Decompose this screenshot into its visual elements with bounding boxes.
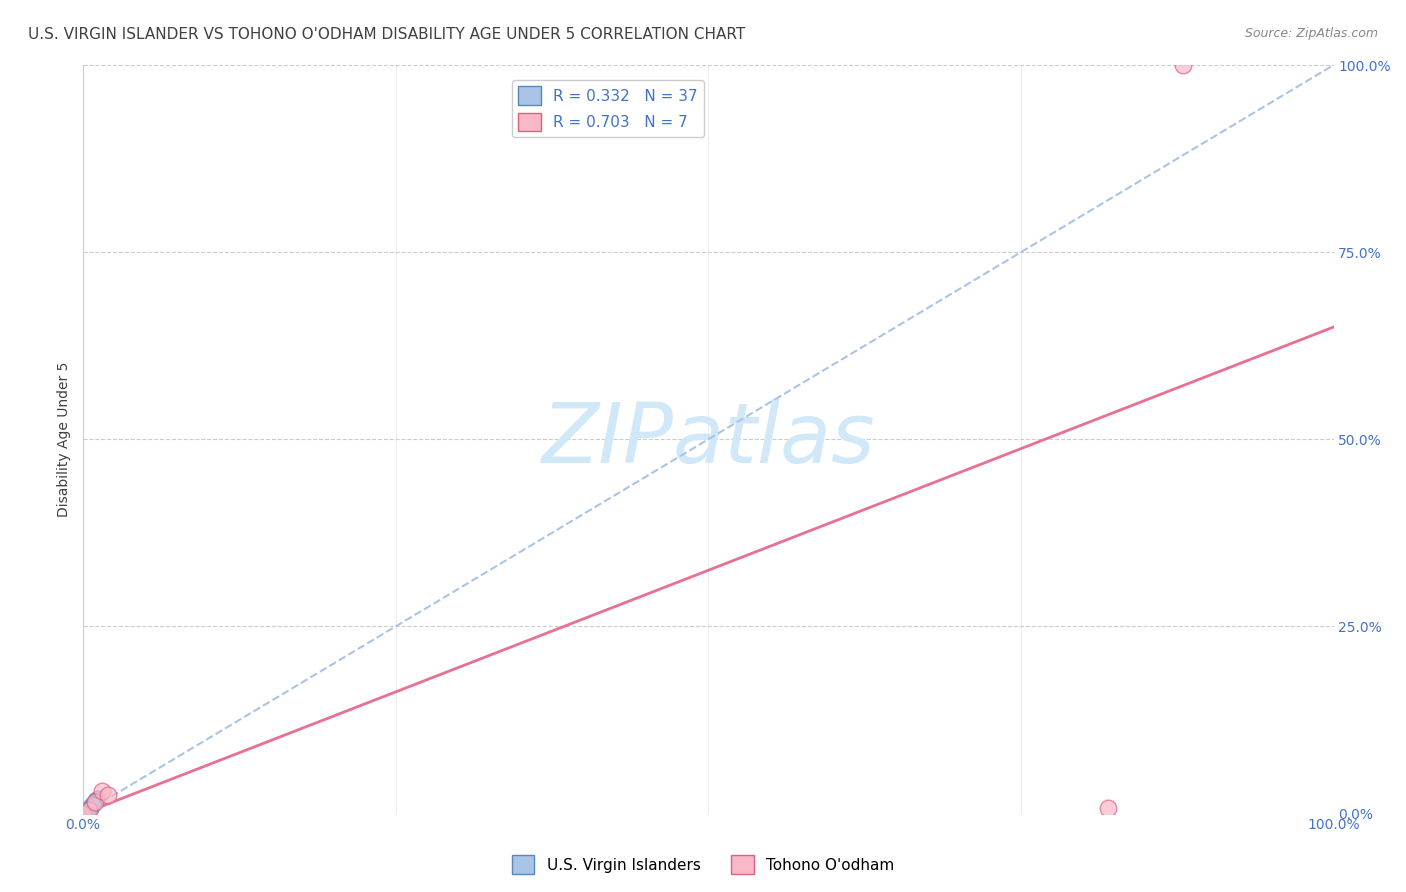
Point <box>76 805 98 819</box>
Point <box>80 799 103 814</box>
Point <box>77 803 100 817</box>
Point <box>80 799 103 814</box>
Point <box>72 806 94 821</box>
Point <box>90 784 112 798</box>
Point <box>82 796 104 810</box>
Point <box>72 806 94 821</box>
Point <box>77 803 100 817</box>
Point <box>84 794 107 808</box>
Point <box>77 805 100 819</box>
Point <box>77 804 100 818</box>
Text: Source: ZipAtlas.com: Source: ZipAtlas.com <box>1244 27 1378 40</box>
Point <box>79 801 101 815</box>
Text: ZIPatlas: ZIPatlas <box>541 399 875 480</box>
Point <box>1173 58 1195 72</box>
Point <box>82 798 104 813</box>
Legend: U.S. Virgin Islanders, Tohono O'odham: U.S. Virgin Islanders, Tohono O'odham <box>505 849 901 880</box>
Point <box>83 795 105 809</box>
Point <box>84 795 107 809</box>
Point <box>77 802 100 816</box>
Point <box>79 801 101 815</box>
Point <box>86 790 108 805</box>
Point <box>82 795 104 809</box>
Point <box>77 803 100 817</box>
Point <box>80 798 103 813</box>
Point <box>76 804 98 818</box>
Point <box>79 797 101 812</box>
Y-axis label: Disability Age Under 5: Disability Age Under 5 <box>58 361 72 517</box>
Point <box>83 797 105 811</box>
Point <box>77 804 100 818</box>
Point <box>83 795 105 809</box>
Point <box>87 790 110 805</box>
Point <box>77 802 100 816</box>
Point <box>77 805 100 819</box>
Point <box>80 800 103 814</box>
Point <box>82 797 104 811</box>
Point <box>1097 800 1119 814</box>
Point <box>76 805 98 819</box>
Point <box>83 796 105 810</box>
Point <box>76 805 98 819</box>
Legend: R = 0.332   N = 37, R = 0.703   N = 7: R = 0.332 N = 37, R = 0.703 N = 7 <box>512 80 704 137</box>
Point <box>86 792 108 806</box>
Point <box>79 799 101 814</box>
Point <box>77 800 100 814</box>
Point <box>97 788 120 802</box>
Text: U.S. VIRGIN ISLANDER VS TOHONO O'ODHAM DISABILITY AGE UNDER 5 CORRELATION CHART: U.S. VIRGIN ISLANDER VS TOHONO O'ODHAM D… <box>28 27 745 42</box>
Point <box>84 791 107 805</box>
Point <box>79 800 101 814</box>
Point <box>84 793 107 807</box>
